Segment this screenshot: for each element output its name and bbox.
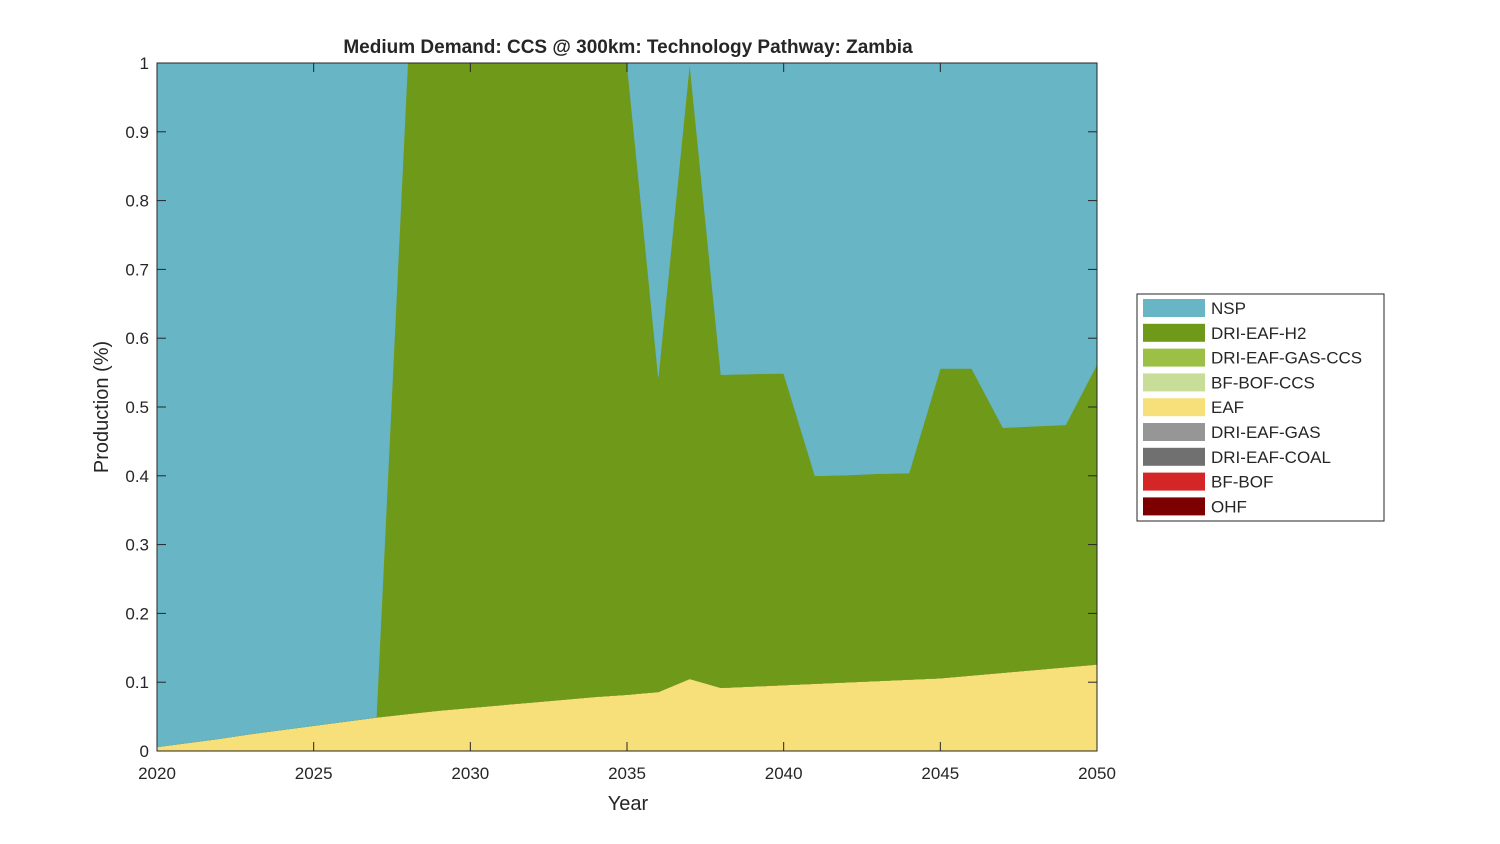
legend-label: DRI-EAF-COAL <box>1211 448 1331 467</box>
x-tick-label: 2020 <box>138 764 176 783</box>
y-tick-label: 0.7 <box>125 260 149 279</box>
legend-swatch-nsp <box>1143 299 1205 317</box>
chart-title: Medium Demand: CCS @ 300km: Technology P… <box>343 37 913 58</box>
stacked-areas <box>156 62 1098 752</box>
y-tick-label: 0.3 <box>125 536 149 555</box>
legend-label: OHF <box>1211 497 1247 516</box>
legend-label: NSP <box>1211 299 1246 318</box>
x-tick-label: 2050 <box>1078 764 1116 783</box>
x-tick-label: 2035 <box>608 764 646 783</box>
legend-swatch-eaf <box>1143 398 1205 417</box>
y-axis-label: Production (%) <box>91 341 113 473</box>
legend-swatch-bf-bof <box>1143 472 1205 491</box>
legend: NSP DRI-EAF-H2 DRI-EAF-GAS-CCS BF-BOF-CCS EA… <box>1136 293 1385 522</box>
y-tick-label: 0.5 <box>125 398 149 417</box>
y-tick-label: 0.4 <box>125 467 149 486</box>
y-tick-label: 0.9 <box>125 123 149 142</box>
legend-label: DRI-EAF-H2 <box>1211 324 1306 343</box>
y-tick-label: 1 <box>140 54 149 73</box>
x-tick-label: 2045 <box>921 764 959 783</box>
y-tick-label: 0.8 <box>125 192 149 211</box>
legend-label: EAF <box>1211 398 1244 417</box>
legend-swatch-dri-eaf-coal <box>1143 447 1205 466</box>
y-tick-label: 0.6 <box>125 329 149 348</box>
y-tick-label: 0.2 <box>125 604 149 623</box>
legend-label: BF-BOF <box>1211 473 1273 492</box>
x-tick-label: 2025 <box>295 764 333 783</box>
x-axis: 2020 2025 2030 2035 2040 2045 2050 <box>138 63 1116 783</box>
y-tick-label: 0 <box>140 742 149 761</box>
legend-swatch-bf-bof-ccs <box>1143 373 1205 392</box>
x-tick-label: 2040 <box>765 764 803 783</box>
x-axis-label: Year <box>608 793 649 815</box>
legend-swatch-dri-eaf-h2 <box>1143 323 1205 342</box>
y-axis: 0 0.1 0.2 0.3 0.4 0.5 0.6 0.7 0.8 0.9 1 <box>125 54 1097 761</box>
legend-label: DRI-EAF-GAS-CCS <box>1211 349 1362 368</box>
y-tick-label: 0.1 <box>125 673 149 692</box>
legend-swatch-ohf <box>1143 497 1205 516</box>
legend-label: BF-BOF-CCS <box>1211 373 1315 392</box>
x-tick-label: 2030 <box>451 764 489 783</box>
legend-swatch-dri-eaf-gas-ccs <box>1143 348 1205 367</box>
legend-label: DRI-EAF-GAS <box>1211 423 1321 442</box>
legend-swatch-dri-eaf-gas <box>1143 423 1205 441</box>
